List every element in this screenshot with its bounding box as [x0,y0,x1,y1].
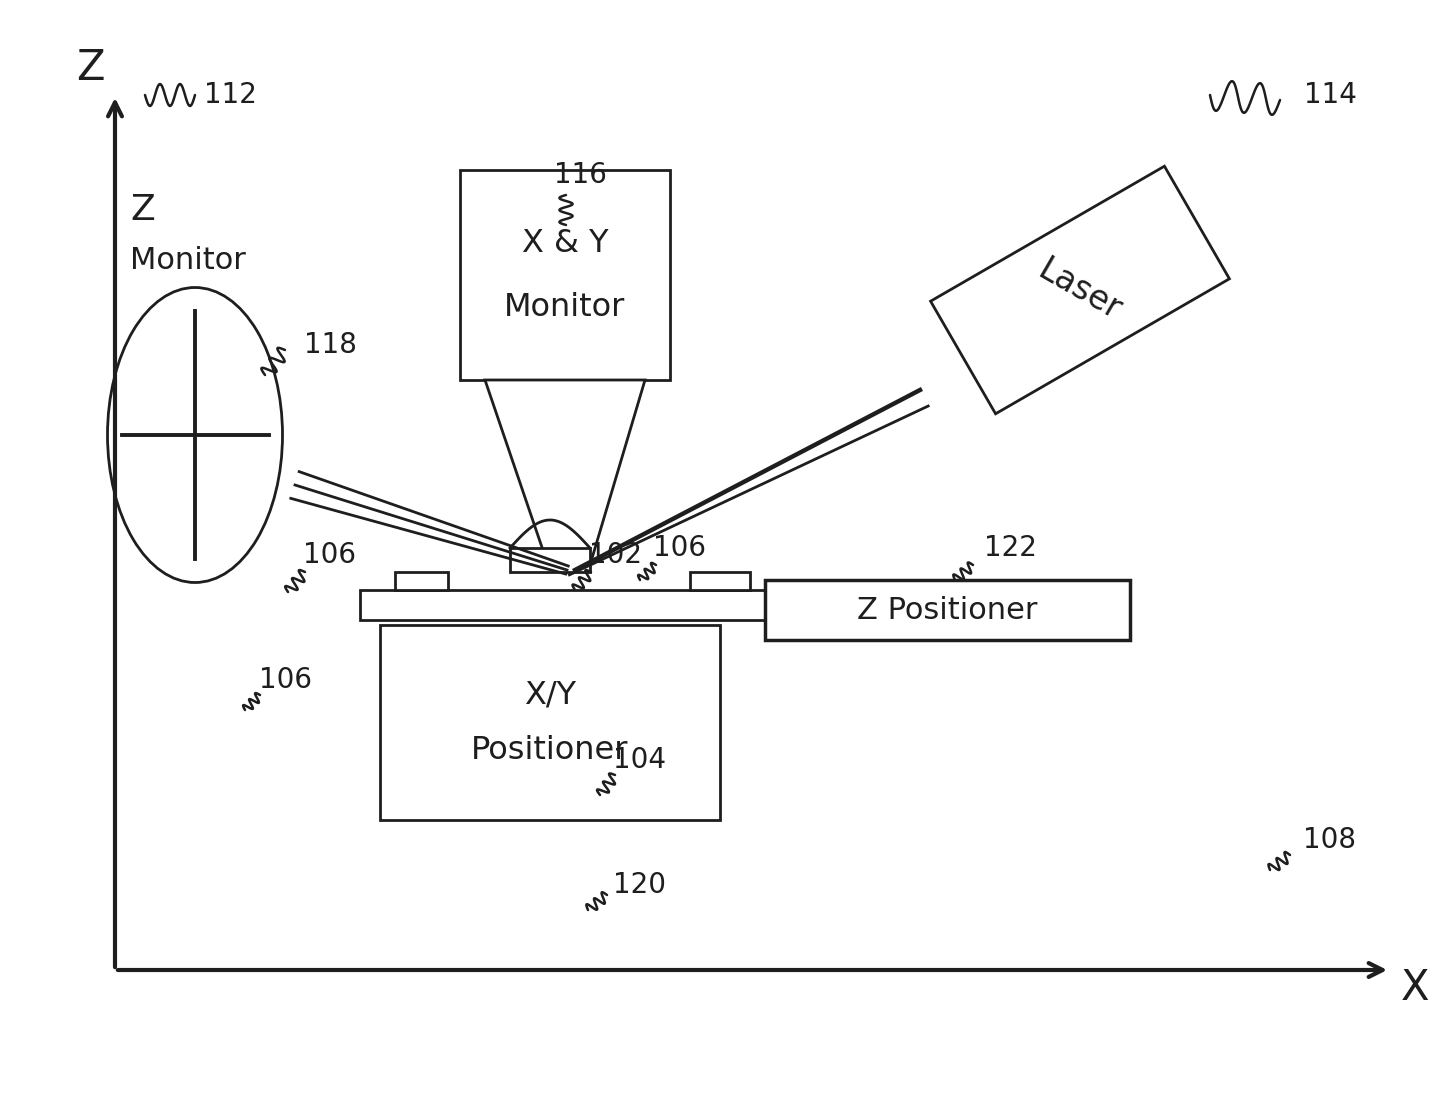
Text: 106: 106 [304,541,356,569]
Polygon shape [381,626,721,820]
Text: X/Y: X/Y [524,679,576,710]
Polygon shape [930,166,1230,414]
Polygon shape [360,590,849,620]
Text: 116: 116 [554,161,606,189]
Text: X: X [1401,967,1430,1009]
Text: 122: 122 [984,534,1036,562]
Text: Monitor: Monitor [130,246,246,275]
Text: 118: 118 [304,331,356,359]
Text: Monitor: Monitor [505,292,625,323]
Text: Z: Z [75,47,104,89]
Text: 112: 112 [204,81,256,109]
Text: 106: 106 [259,666,311,695]
Text: Z: Z [130,193,155,227]
Text: 106: 106 [654,534,706,562]
Text: X & Y: X & Y [522,227,608,258]
Text: 102: 102 [589,541,641,569]
Polygon shape [765,580,1130,640]
Bar [690,572,750,590]
Text: 114: 114 [1304,81,1356,109]
Text: Laser: Laser [1033,253,1127,327]
Polygon shape [460,170,670,380]
Bar [509,548,590,572]
Text: Positioner: Positioner [472,735,629,766]
Text: 104: 104 [614,746,667,774]
Text: 120: 120 [614,871,667,899]
Polygon shape [485,380,645,565]
Text: 108: 108 [1304,826,1356,854]
Bar [395,572,449,590]
Text: Z Positioner: Z Positioner [857,595,1037,624]
